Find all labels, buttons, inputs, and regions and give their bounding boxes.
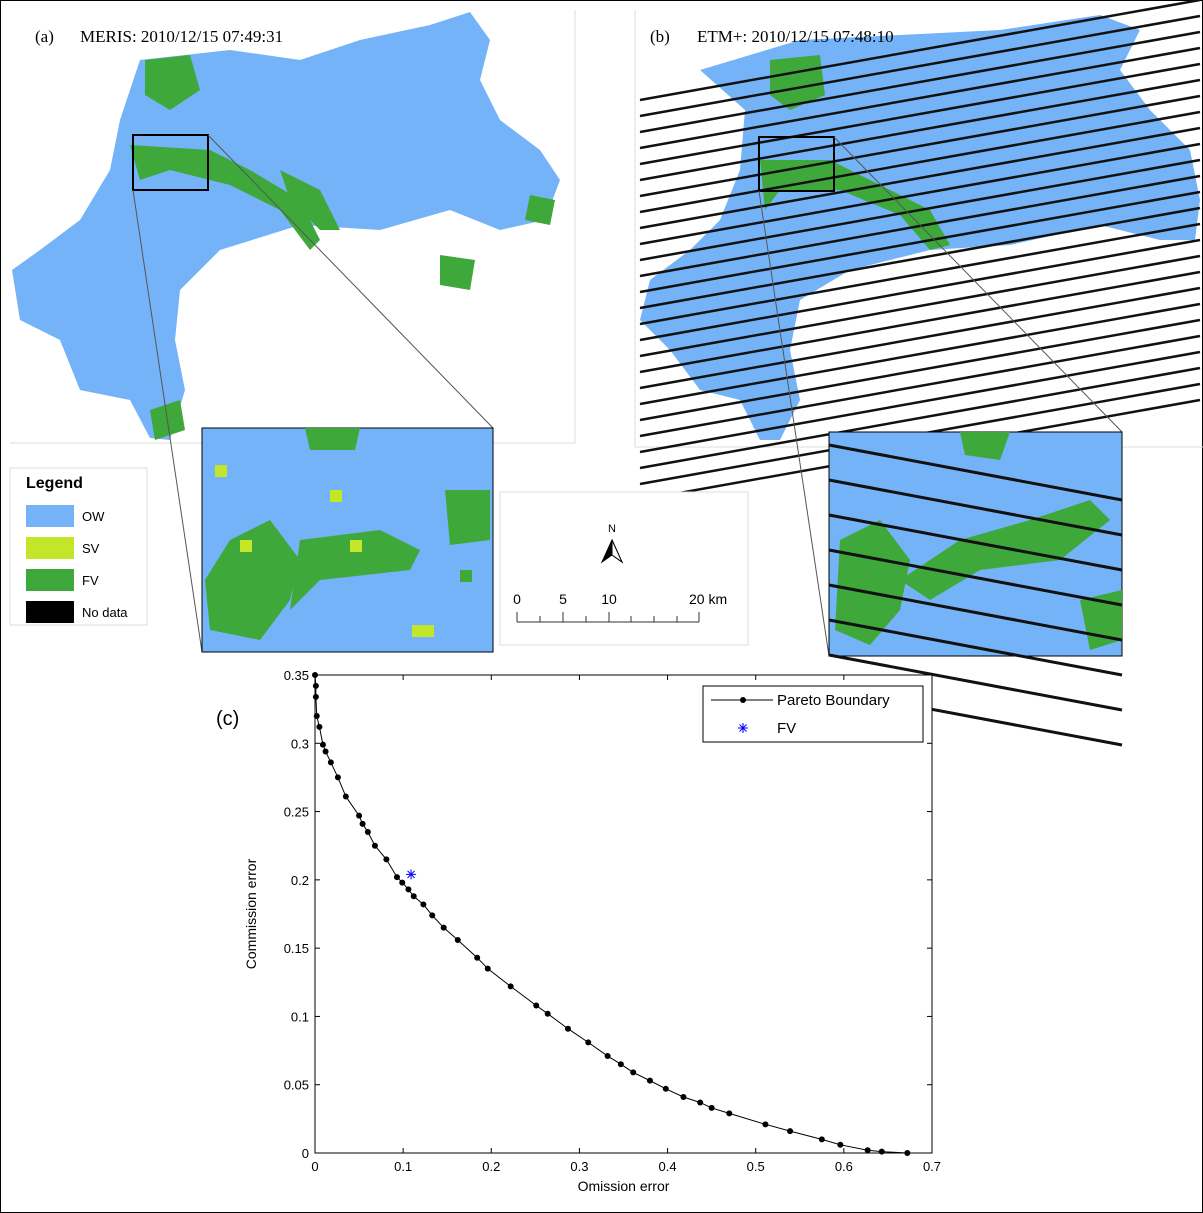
legend-swatch <box>26 569 74 591</box>
data-point <box>485 966 491 972</box>
data-point <box>383 856 389 862</box>
data-point <box>663 1086 669 1092</box>
map-label: (b) <box>650 27 670 46</box>
legend-label: SV <box>82 541 100 556</box>
data-point <box>411 893 417 899</box>
data-point <box>455 937 461 943</box>
legend-swatch <box>26 601 74 623</box>
data-point <box>420 901 426 907</box>
data-point <box>787 1128 793 1134</box>
legend-label: FV <box>82 573 99 588</box>
data-point <box>312 672 318 678</box>
data-point <box>508 983 514 989</box>
data-point <box>726 1110 732 1116</box>
x-tick-label: 0 <box>311 1159 318 1174</box>
data-point <box>585 1039 591 1045</box>
data-point <box>335 774 341 780</box>
data-point <box>316 724 322 730</box>
y-tick-label: 0.15 <box>284 941 309 956</box>
annotation: (c) <box>216 708 239 730</box>
data-point <box>372 843 378 849</box>
map-legend: Legend OW SV FV No data <box>10 468 147 625</box>
data-point <box>343 794 349 800</box>
figure: (a) MERIS: 2010/12/15 07:49:31 (b) ETM+:… <box>0 0 1203 1213</box>
x-axis-label: Omission error <box>578 1178 670 1194</box>
y-tick-label: 0.25 <box>284 805 309 820</box>
legend-label: FV <box>777 720 796 737</box>
data-point <box>441 925 447 931</box>
data-point <box>565 1026 571 1032</box>
y-tick-label: 0.1 <box>291 1009 309 1024</box>
data-point <box>328 759 334 765</box>
data-point <box>865 1147 871 1153</box>
data-point <box>533 1003 539 1009</box>
plot-frame <box>315 675 932 1153</box>
data-point <box>405 886 411 892</box>
data-point <box>618 1061 624 1067</box>
y-tick-label: 0 <box>302 1146 309 1161</box>
legend-swatch <box>26 505 74 527</box>
data-point <box>819 1136 825 1142</box>
data-point <box>360 821 366 827</box>
north-label: N <box>608 523 616 535</box>
data-point <box>697 1099 703 1105</box>
data-point <box>313 694 319 700</box>
y-tick-label: 0.35 <box>284 668 309 683</box>
map-label: (a) <box>35 27 54 46</box>
x-tick-label: 0.3 <box>570 1159 588 1174</box>
data-point <box>406 869 416 879</box>
data-point <box>709 1105 715 1111</box>
data-point <box>630 1069 636 1075</box>
inset-a <box>202 428 493 652</box>
data-point <box>762 1121 768 1127</box>
data-point <box>879 1149 885 1155</box>
data-point <box>320 742 326 748</box>
x-tick-label: 0.5 <box>747 1159 765 1174</box>
data-point <box>356 813 362 819</box>
x-tick-label: 0.6 <box>835 1159 853 1174</box>
data-point <box>314 713 320 719</box>
data-point <box>904 1150 910 1156</box>
data-point <box>474 955 480 961</box>
chart: 0 0.1 0.2 0.3 0.4 0.5 0.6 0.7 0 0.05 0.1 0.15 0.2 0.2… <box>216 668 941 1194</box>
legend-label: Pareto Boundary <box>777 692 890 709</box>
map-title: MERIS: 2010/12/15 07:49:31 <box>80 27 283 46</box>
x-tick-label: 0.4 <box>659 1159 677 1174</box>
map-title: ETM+: 2010/12/15 07:48:10 <box>697 27 894 46</box>
scale-label: 5 <box>559 591 567 607</box>
scale-label: 0 <box>513 591 521 607</box>
data-point <box>647 1078 653 1084</box>
legend-marker <box>738 723 748 733</box>
legend-marker <box>740 697 746 703</box>
y-axis-label: Commission error <box>243 858 259 969</box>
data-point <box>394 874 400 880</box>
x-tick-label: 0.2 <box>482 1159 500 1174</box>
y-tick-label: 0.05 <box>284 1078 309 1093</box>
y-tick-label: 0.2 <box>291 873 309 888</box>
scale-bar: N 0 5 10 20 km <box>500 492 748 645</box>
data-point <box>399 880 405 886</box>
scale-label: 10 <box>601 591 617 607</box>
legend-label: OW <box>82 509 105 524</box>
scale-label: 20 km <box>689 591 727 607</box>
x-tick-label: 0.1 <box>394 1159 412 1174</box>
x-tick-label: 0.7 <box>923 1159 941 1174</box>
y-tick-label: 0.3 <box>291 736 309 751</box>
data-point <box>680 1094 686 1100</box>
data-point <box>429 912 435 918</box>
legend-title: Legend <box>26 475 83 492</box>
data-point <box>365 829 371 835</box>
legend-label: No data <box>82 605 128 620</box>
data-point <box>313 683 319 689</box>
data-point <box>323 748 329 754</box>
data-point <box>545 1011 551 1017</box>
legend-swatch <box>26 537 74 559</box>
data-point <box>605 1053 611 1059</box>
data-point <box>837 1142 843 1148</box>
